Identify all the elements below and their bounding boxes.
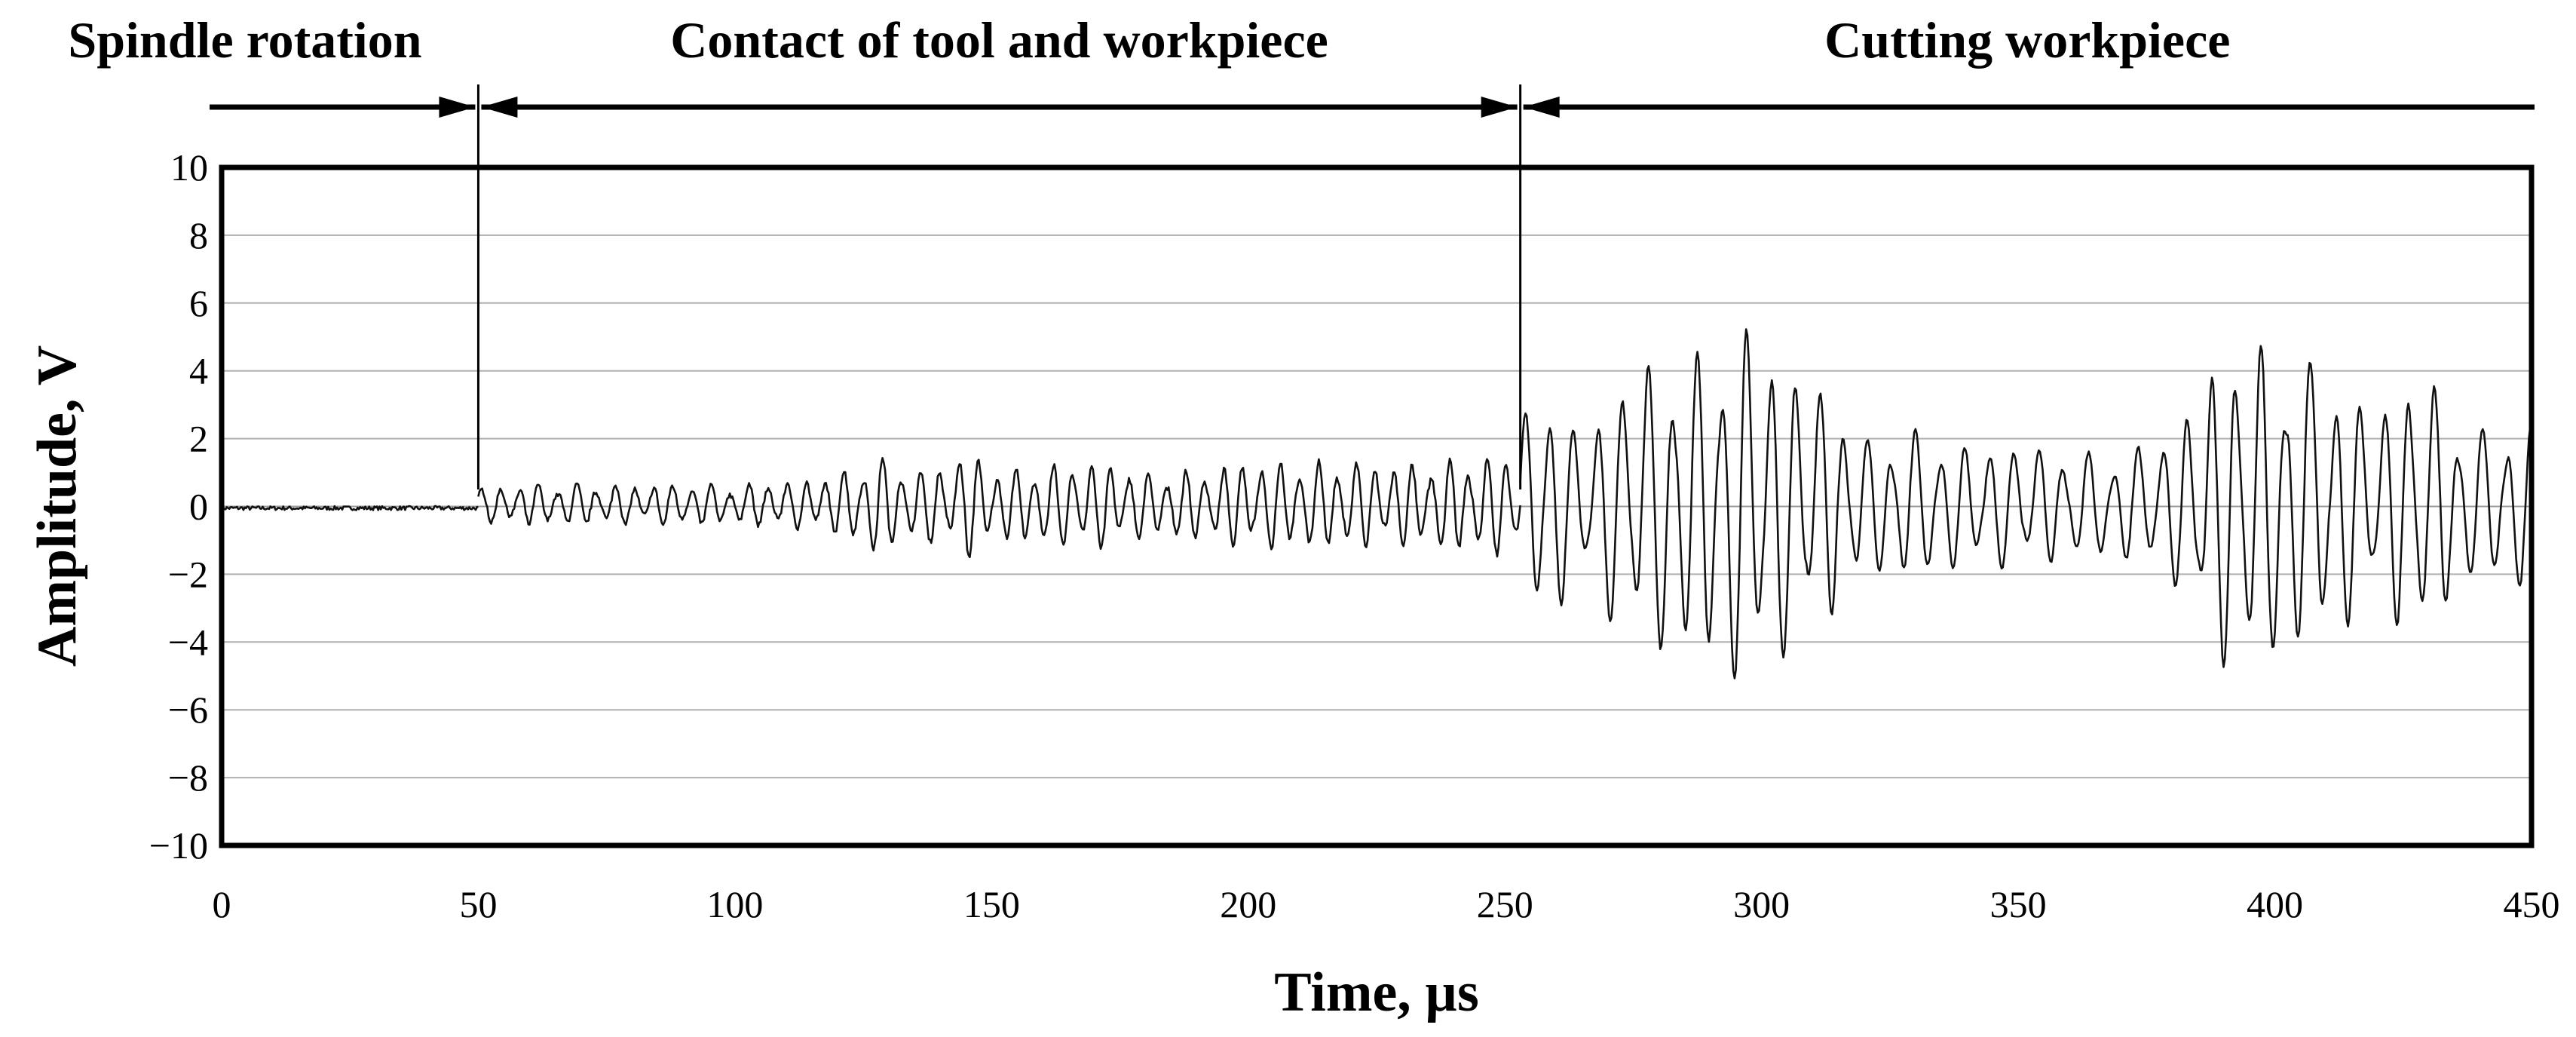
x-tick-label: 100 xyxy=(706,883,763,925)
y-tick-label: 10 xyxy=(170,146,208,189)
y-tick-label: 0 xyxy=(189,486,208,528)
signal-trace-segment xyxy=(477,457,1521,559)
x-tick-label: 200 xyxy=(1220,883,1276,925)
plot-frame xyxy=(219,164,2535,848)
phase-label: Contact of tool and workpiece xyxy=(670,11,1328,69)
x-axis-title: Time, µs xyxy=(1274,962,1479,1023)
y-tick-label: −2 xyxy=(168,553,208,595)
x-tick-label: 50 xyxy=(459,883,497,925)
y-tick-label: −6 xyxy=(168,689,208,731)
grid-lines xyxy=(222,234,2532,779)
arrow-head xyxy=(1523,97,1560,118)
arrow-head xyxy=(439,97,476,118)
phase-arrows xyxy=(210,97,2535,118)
y-tick-label: −4 xyxy=(168,621,208,663)
x-tick-label: 0 xyxy=(213,883,231,925)
x-tick-label: 400 xyxy=(2247,883,2303,925)
y-tick-label: 2 xyxy=(189,418,208,460)
x-tick-label: 300 xyxy=(1733,883,1790,925)
signal-trace-segment xyxy=(220,505,479,511)
y-tick-label: 4 xyxy=(189,350,208,392)
signal-traces xyxy=(220,328,2533,680)
arrow-head xyxy=(1481,97,1518,118)
x-tick-label: 450 xyxy=(2504,883,2560,925)
x-tick-label: 350 xyxy=(1990,883,2047,925)
y-tick-label: 8 xyxy=(189,214,208,256)
x-tick-label: 150 xyxy=(963,883,1020,925)
phase-labels: Spindle rotation Contact of tool and work… xyxy=(68,11,2230,69)
y-tick-label: −8 xyxy=(168,756,208,799)
phase-dividers xyxy=(476,84,1522,490)
y-tick-label: 6 xyxy=(189,282,208,324)
phase-label: Spindle rotation xyxy=(68,11,421,69)
arrow-head xyxy=(481,97,518,118)
signal-trace-segment xyxy=(1519,328,2533,680)
y-tick-label: −10 xyxy=(149,824,208,867)
y-axis-title: Amplitude, V xyxy=(26,345,88,667)
x-tick-label: 250 xyxy=(1477,883,1533,925)
phase-label: Cutting workpiece xyxy=(1824,11,2230,69)
